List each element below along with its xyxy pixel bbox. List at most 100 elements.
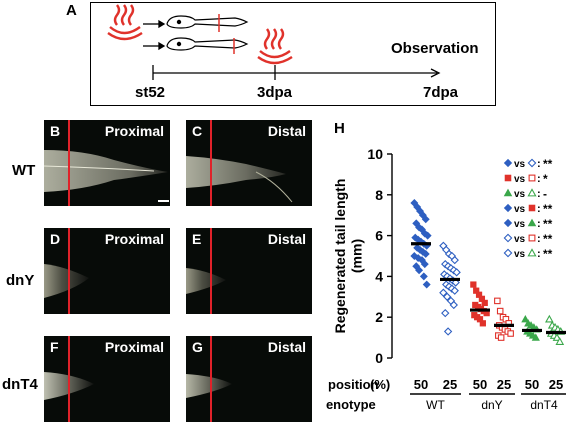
arrow-icon [143, 19, 166, 51]
y-tick-label: 6 [375, 228, 383, 244]
regeneration-chart: 10 8 6 4 2 0 Regenerated tail length(mm) positi… [326, 146, 566, 412]
data-point [545, 314, 554, 323]
legend-marker [527, 158, 537, 168]
data-point [449, 300, 458, 310]
legend-marker [503, 218, 513, 228]
heat-shock-icon [107, 4, 143, 41]
data-point [439, 288, 448, 297]
legend-marker [528, 204, 536, 212]
panel-label-a: A [66, 2, 77, 19]
panel-label-e: E [192, 231, 202, 247]
position-unit: (%) [370, 377, 390, 392]
experiment-schematic: Observation st52 3dpa 7dpa [90, 2, 496, 106]
data-point [521, 315, 530, 323]
significance-mark: ** [543, 247, 553, 261]
legend-vs: vs [514, 234, 526, 245]
photo-panel-e: E Distal [186, 228, 312, 314]
position-tick-label: 50 [414, 377, 428, 392]
tadpole-icon [166, 37, 249, 51]
data-point [552, 333, 562, 341]
timepoint-7dpa: 7dpa [423, 84, 459, 101]
legend-marker [503, 203, 513, 213]
y-tick-label: 4 [375, 268, 383, 284]
timeline-axis [152, 65, 441, 80]
data-point [555, 337, 565, 345]
photo-panel-c: C Distal [186, 120, 312, 206]
legend-vs: vs [514, 249, 526, 260]
legend-marker [527, 218, 537, 227]
panel-label-h: H [334, 120, 345, 137]
timepoint-3dpa: 3dpa [257, 84, 293, 101]
panel-label-c: C [192, 123, 203, 139]
photo-panel-b: B Proximal [44, 120, 170, 206]
panel-label-d: D [50, 231, 61, 247]
genotype-label: genotype [326, 397, 376, 412]
position-tick-label: 25 [443, 377, 457, 392]
data-point [507, 330, 514, 337]
data-point [422, 280, 431, 289]
significance-mark: * [543, 172, 548, 186]
caption-distal: Distal [267, 339, 306, 355]
y-tick-label: 10 [367, 146, 383, 162]
row-label-wt: WT [12, 162, 36, 179]
position-tick-label: 50 [525, 377, 539, 392]
significance-mark: ** [543, 232, 553, 246]
data-point [423, 231, 432, 240]
position-tick-label: 25 [497, 377, 511, 392]
legend-marker [527, 188, 537, 197]
data-point [452, 268, 461, 277]
caption-distal: Distal [267, 123, 306, 139]
y-tick-label: 0 [375, 350, 383, 366]
legend-marker [527, 248, 537, 257]
scale-bar [158, 200, 169, 202]
panel-label-b: B [50, 123, 61, 139]
data-point [442, 292, 452, 301]
position-tick-label: 25 [549, 377, 563, 392]
position-label: position [328, 377, 379, 392]
significance-mark: ** [543, 157, 553, 171]
caption-proximal: Proximal [104, 339, 164, 355]
photo-panel-g: G Distal [186, 336, 312, 422]
data-point [420, 260, 429, 269]
data-point [443, 327, 453, 336]
legend-marker [503, 233, 513, 243]
legend-vs: vs [514, 189, 526, 200]
significance-mark: ** [543, 202, 553, 216]
significance-mark: ** [543, 217, 553, 231]
legend-vs: vs [514, 174, 526, 185]
legend-colon: : [537, 203, 541, 215]
legend-marker [528, 234, 536, 242]
legend-marker [503, 158, 513, 168]
data-point [419, 272, 428, 281]
timepoint-st52: st52 [135, 84, 166, 101]
data-point [470, 281, 477, 288]
genotype-tick-label: WT [426, 398, 445, 412]
data-point [414, 254, 423, 263]
data-point [421, 249, 430, 258]
caption-distal: Distal [267, 231, 306, 247]
legend-colon: : [537, 173, 541, 185]
caption-proximal: Proximal [104, 123, 164, 139]
genotype-tick-label: dnY [481, 398, 502, 412]
data-point [496, 307, 504, 315]
legend-colon: : [537, 188, 541, 200]
data-point [450, 255, 459, 265]
legend-marker [503, 188, 513, 197]
photo-panel-f: F Proximal [44, 336, 170, 422]
legend-vs: vs [514, 219, 526, 230]
y-tick-label: 8 [375, 187, 383, 203]
legend-vs: vs [514, 204, 526, 215]
legend-marker [528, 174, 536, 182]
legend-colon: : [537, 248, 541, 260]
data-point [421, 215, 430, 224]
data-point [450, 286, 459, 295]
genotype-tick-label: dnT4 [530, 398, 558, 412]
data-point [441, 308, 450, 318]
caption-proximal: Proximal [104, 231, 164, 247]
legend-vs: vs [514, 159, 526, 170]
y-axis-label: Regenerated tail length(mm) [332, 179, 364, 334]
position-tick-label: 50 [473, 377, 487, 392]
data-point [497, 334, 505, 341]
legend-colon: : [537, 233, 541, 245]
y-tick-label: 2 [375, 309, 383, 325]
